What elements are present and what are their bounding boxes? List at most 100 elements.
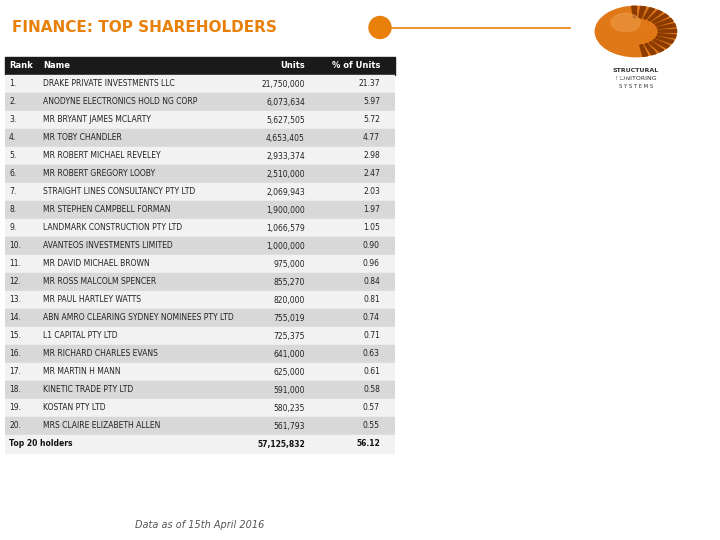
Bar <box>5 345 395 363</box>
Text: 0.96: 0.96 <box>363 260 380 268</box>
Text: 16.: 16. <box>9 349 21 359</box>
Text: 580,235: 580,235 <box>274 403 305 413</box>
Text: 625,000: 625,000 <box>274 368 305 376</box>
Circle shape <box>369 17 391 38</box>
Text: FINANCE: TOP SHAREHOLDERS: FINANCE: TOP SHAREHOLDERS <box>12 20 277 35</box>
Text: MR BRYANT JAMES MCLARTY: MR BRYANT JAMES MCLARTY <box>43 116 151 125</box>
Text: MR STEPHEN CAMPBELL FORMAN: MR STEPHEN CAMPBELL FORMAN <box>43 206 171 214</box>
Circle shape <box>595 6 677 57</box>
Bar <box>5 273 395 291</box>
Text: 11.: 11. <box>9 260 21 268</box>
Text: ABN AMRO CLEARING SYDNEY NOMINEES PTY LTD: ABN AMRO CLEARING SYDNEY NOMINEES PTY LT… <box>43 314 234 322</box>
Text: MR RICHARD CHARLES EVANS: MR RICHARD CHARLES EVANS <box>43 349 158 359</box>
Text: 591,000: 591,000 <box>274 386 305 395</box>
Text: 561,793: 561,793 <box>274 422 305 430</box>
Text: MRS CLAIRE ELIZABETH ALLEN: MRS CLAIRE ELIZABETH ALLEN <box>43 422 161 430</box>
Text: Name: Name <box>43 62 70 71</box>
Text: MR ROSS MALCOLM SPENCER: MR ROSS MALCOLM SPENCER <box>43 278 156 287</box>
Text: KOSTAN PTY LTD: KOSTAN PTY LTD <box>43 403 106 413</box>
Bar <box>5 201 395 219</box>
Text: 20.: 20. <box>9 422 21 430</box>
Text: % of Units: % of Units <box>332 62 380 71</box>
Text: Top 20 shareholders own
56% of outstanding shares;: Top 20 shareholders own 56% of outstandi… <box>424 305 580 328</box>
Text: 2,933,374: 2,933,374 <box>266 152 305 160</box>
Text: •: • <box>410 205 418 218</box>
Text: 19.: 19. <box>9 403 21 413</box>
Bar <box>5 75 395 93</box>
Text: AVANTEOS INVESTMENTS LIMITED: AVANTEOS INVESTMENTS LIMITED <box>43 241 173 251</box>
Text: Closely Held Shareholder Base:: Closely Held Shareholder Base: <box>410 72 630 85</box>
Text: Top 20 holders: Top 20 holders <box>9 440 73 449</box>
Text: 10.: 10. <box>9 241 21 251</box>
Text: 4.77: 4.77 <box>363 133 380 143</box>
Bar <box>5 147 395 165</box>
Text: 57,125,832: 57,125,832 <box>257 440 305 449</box>
Text: 6,073,634: 6,073,634 <box>266 98 305 106</box>
Text: 0.84: 0.84 <box>363 278 380 287</box>
Bar <box>5 165 395 183</box>
Text: 2,510,000: 2,510,000 <box>266 170 305 179</box>
Text: 0.57: 0.57 <box>363 403 380 413</box>
Text: 6.: 6. <box>9 170 17 179</box>
Text: 1,900,000: 1,900,000 <box>266 206 305 214</box>
Wedge shape <box>658 29 677 32</box>
Text: 15.: 15. <box>9 332 21 341</box>
Text: 5.: 5. <box>9 152 17 160</box>
Text: 9.: 9. <box>9 224 17 233</box>
Bar <box>5 93 395 111</box>
Text: 4.: 4. <box>9 133 17 143</box>
Wedge shape <box>656 37 674 43</box>
Wedge shape <box>644 44 656 55</box>
Bar <box>5 381 395 399</box>
Text: DRAKE PRIVATE INVESTMENTS LLC: DRAKE PRIVATE INVESTMENTS LLC <box>43 79 175 89</box>
Text: LANDMARK CONSTRUCTION PTY LTD: LANDMARK CONSTRUCTION PTY LTD <box>43 224 182 233</box>
Text: MONITORING: MONITORING <box>615 76 657 80</box>
Text: 13.: 13. <box>9 295 21 305</box>
Text: 8.: 8. <box>9 206 16 214</box>
Text: •: • <box>410 305 418 318</box>
Wedge shape <box>653 39 670 48</box>
Text: 755,019: 755,019 <box>274 314 305 322</box>
Text: MR PAUL HARTLEY WATTS: MR PAUL HARTLEY WATTS <box>43 295 141 305</box>
Text: 975,000: 975,000 <box>274 260 305 268</box>
Text: Top 5 shareholders own over
40% of outstanding shares;: Top 5 shareholders own over 40% of outst… <box>424 112 588 135</box>
Text: 1.05: 1.05 <box>363 224 380 233</box>
Text: 2,069,943: 2,069,943 <box>266 187 305 197</box>
Text: MR TOBY CHANDLER: MR TOBY CHANDLER <box>43 133 122 143</box>
Text: •: • <box>410 375 418 388</box>
Bar <box>5 291 395 309</box>
Text: 3.: 3. <box>9 116 17 125</box>
Wedge shape <box>655 18 673 26</box>
Text: Data as of 15th April 2016: Data as of 15th April 2016 <box>135 520 265 530</box>
Text: KINETIC TRADE PTY LTD: KINETIC TRADE PTY LTD <box>43 386 133 395</box>
Text: 5.97: 5.97 <box>363 98 380 106</box>
Text: 18.: 18. <box>9 386 21 395</box>
Text: 2.98: 2.98 <box>364 152 380 160</box>
Text: 7.: 7. <box>9 187 17 197</box>
Circle shape <box>611 14 640 31</box>
Text: Units: Units <box>280 62 305 71</box>
Text: ANODYNE ELECTRONICS HOLD NG CORP: ANODYNE ELECTRONICS HOLD NG CORP <box>43 98 197 106</box>
Text: Rank: Rank <box>9 62 32 71</box>
Text: 5,627,505: 5,627,505 <box>266 116 305 125</box>
Text: 0.55: 0.55 <box>363 422 380 430</box>
Text: 4,653,405: 4,653,405 <box>266 133 305 143</box>
Wedge shape <box>631 6 636 18</box>
Text: 0.58: 0.58 <box>363 386 380 395</box>
Text: 0.74: 0.74 <box>363 314 380 322</box>
Bar <box>5 327 395 345</box>
Text: 2.47: 2.47 <box>363 170 380 179</box>
Wedge shape <box>640 45 648 56</box>
Text: 2.: 2. <box>9 98 16 106</box>
Wedge shape <box>649 42 664 52</box>
Bar <box>5 255 395 273</box>
Text: MR MARTIN H MANN: MR MARTIN H MANN <box>43 368 121 376</box>
Text: 56.12: 56.12 <box>356 440 380 449</box>
Bar <box>5 399 395 417</box>
Text: 17.: 17. <box>9 368 21 376</box>
Text: Top 10 shareholders own
over 50% of outstanding
shares;: Top 10 shareholders own over 50% of outs… <box>424 205 566 241</box>
Text: S Y S T E M S: S Y S T E M S <box>618 84 653 89</box>
Text: 1.97: 1.97 <box>363 206 380 214</box>
Text: 855,270: 855,270 <box>274 278 305 287</box>
Text: 14.: 14. <box>9 314 21 322</box>
